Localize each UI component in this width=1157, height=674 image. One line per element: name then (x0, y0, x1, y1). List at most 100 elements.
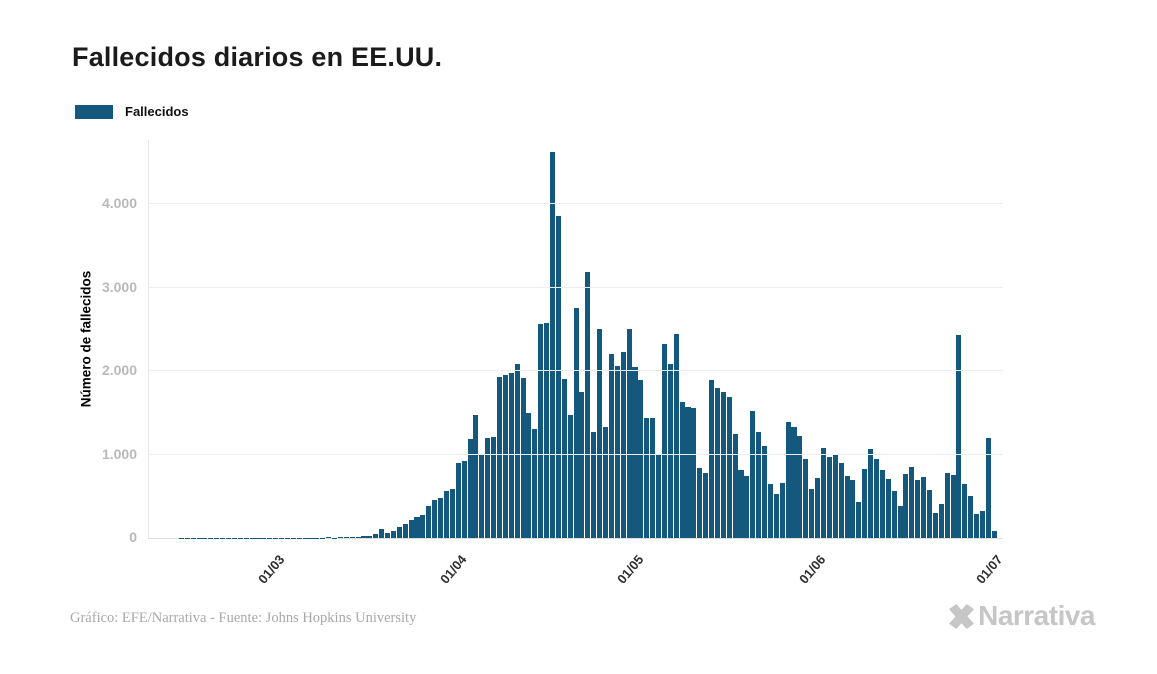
bar[interactable] (591, 432, 597, 538)
bar[interactable] (844, 475, 850, 538)
bar[interactable] (750, 410, 756, 538)
bar[interactable] (762, 445, 768, 538)
bar[interactable] (379, 528, 385, 538)
bar[interactable] (915, 480, 921, 538)
bar[interactable] (985, 437, 991, 538)
bar[interactable] (514, 363, 520, 538)
bar[interactable] (496, 376, 503, 538)
bar[interactable] (467, 438, 473, 538)
bar[interactable] (932, 512, 938, 538)
bar[interactable] (390, 530, 396, 538)
bar[interactable] (608, 353, 614, 538)
bar[interactable] (650, 418, 656, 538)
bar[interactable] (879, 470, 885, 538)
bar[interactable] (508, 372, 514, 538)
bar[interactable] (408, 519, 414, 538)
bar[interactable] (491, 437, 497, 538)
bar[interactable] (873, 459, 880, 538)
bar[interactable] (385, 533, 391, 538)
bar[interactable] (673, 333, 679, 538)
bar[interactable] (891, 491, 897, 538)
bar[interactable] (803, 459, 809, 538)
bar[interactable] (438, 497, 444, 538)
bar[interactable] (697, 467, 703, 538)
bar[interactable] (921, 477, 927, 538)
bar[interactable] (614, 366, 620, 538)
bar[interactable] (337, 537, 343, 538)
bar[interactable] (826, 457, 832, 538)
bar[interactable] (455, 462, 461, 538)
bar[interactable] (738, 470, 744, 538)
bar[interactable] (520, 378, 526, 538)
bar[interactable] (862, 469, 868, 538)
bar[interactable] (838, 462, 844, 538)
bar[interactable] (679, 402, 685, 538)
bar[interactable] (420, 514, 426, 538)
bar[interactable] (856, 502, 862, 538)
bar[interactable] (685, 407, 691, 538)
bar[interactable] (367, 535, 373, 538)
bar[interactable] (709, 380, 715, 538)
bar[interactable] (820, 448, 826, 538)
bar[interactable] (355, 536, 361, 538)
bar[interactable] (602, 427, 609, 538)
bar[interactable] (897, 505, 903, 538)
bar[interactable] (538, 323, 544, 538)
bar[interactable] (443, 490, 449, 538)
bar[interactable] (320, 537, 326, 538)
bar[interactable] (479, 453, 485, 538)
bar[interactable] (868, 449, 874, 538)
bar[interactable] (885, 479, 891, 538)
bar[interactable] (332, 537, 338, 538)
bar[interactable] (573, 308, 579, 538)
bar[interactable] (396, 526, 402, 538)
bar[interactable] (326, 537, 332, 538)
bar[interactable] (597, 329, 603, 538)
bar[interactable] (461, 460, 467, 538)
bar[interactable] (349, 536, 355, 538)
bar[interactable] (502, 374, 508, 538)
bar[interactable] (756, 432, 762, 538)
bar[interactable] (832, 454, 838, 538)
bar[interactable] (909, 467, 915, 538)
bar[interactable] (638, 379, 644, 538)
bar[interactable] (767, 484, 773, 538)
bar[interactable] (809, 489, 815, 538)
bar[interactable] (343, 537, 349, 538)
bar[interactable] (815, 477, 821, 538)
bar[interactable] (432, 500, 438, 538)
bar[interactable] (656, 454, 662, 538)
bar[interactable] (785, 422, 791, 538)
bar[interactable] (732, 434, 738, 538)
bar[interactable] (797, 435, 803, 538)
bar[interactable] (449, 488, 455, 538)
bar[interactable] (585, 272, 591, 538)
bar[interactable] (974, 513, 980, 538)
bar[interactable] (938, 503, 944, 538)
bar[interactable] (661, 343, 667, 538)
bar[interactable] (744, 475, 750, 538)
bar[interactable] (944, 472, 950, 538)
bar[interactable] (532, 428, 538, 538)
bar[interactable] (561, 379, 567, 538)
bar[interactable] (426, 505, 432, 538)
bar[interactable] (968, 495, 974, 538)
bar[interactable] (644, 417, 650, 538)
bar[interactable] (779, 482, 785, 538)
bar[interactable] (544, 322, 550, 538)
bar[interactable] (555, 215, 561, 538)
bar[interactable] (414, 516, 420, 538)
bar[interactable] (962, 483, 968, 538)
bar[interactable] (773, 494, 779, 538)
bar[interactable] (626, 329, 632, 538)
bar[interactable] (373, 534, 379, 538)
bar[interactable] (579, 391, 585, 538)
bar[interactable] (549, 151, 556, 538)
bar[interactable] (567, 414, 573, 538)
bar[interactable] (526, 412, 532, 538)
bar[interactable] (926, 490, 933, 538)
bar[interactable] (791, 427, 797, 538)
bar[interactable] (850, 480, 856, 538)
bar[interactable] (714, 387, 720, 538)
bar[interactable] (620, 352, 626, 538)
